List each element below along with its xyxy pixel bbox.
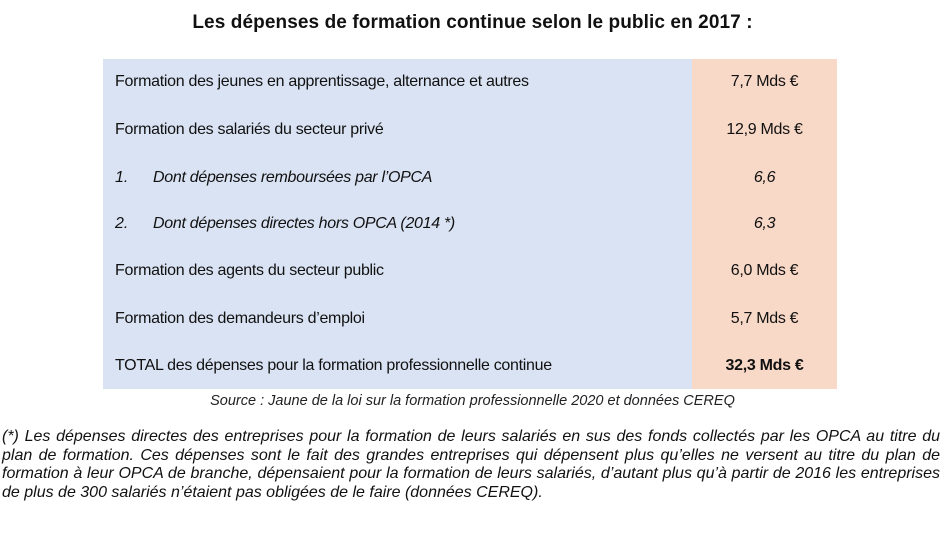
table-row-apprentissage: Formation des jeunes en apprentissage, a… [103, 67, 837, 97]
footnote: (*) Les dépenses directes des entreprise… [2, 428, 940, 501]
row-number: 1. [115, 169, 129, 186]
source-caption: Source : Jaune de la loi sur la formatio… [210, 393, 735, 409]
page-title: Les dépenses de formation continue selon… [192, 12, 753, 33]
value-column-background [692, 59, 837, 389]
row-value: 6,3 [753, 215, 776, 232]
row-value: 6,0 Mds € [730, 262, 799, 279]
row-label: Dont dépenses remboursées par l’OPCA [153, 169, 433, 186]
expenses-table: Formation des jeunes en apprentissage, a… [103, 59, 837, 389]
table-row-sub-opca: 1. Dont dépenses remboursées par l’OPCA … [103, 163, 837, 193]
table-row-sub-hors-opca: 2. Dont dépenses directes hors OPCA (201… [103, 209, 837, 239]
row-value: 12,9 Mds € [726, 121, 803, 138]
table-row-total: TOTAL des dépenses pour la formation pro… [103, 351, 837, 381]
row-label: TOTAL des dépenses pour la formation pro… [115, 357, 552, 374]
row-label: Formation des salariés du secteur privé [115, 121, 384, 138]
row-value: 7,7 Mds € [730, 73, 799, 90]
row-label: Dont dépenses directes hors OPCA (2014 *… [153, 215, 455, 232]
row-value: 6,6 [753, 169, 776, 186]
table-row-secteur-public: Formation des agents du secteur public 6… [103, 256, 837, 286]
row-value: 5,7 Mds € [730, 310, 799, 327]
label-column-background [103, 59, 692, 389]
row-label: Formation des agents du secteur public [115, 262, 384, 279]
row-label: Formation des demandeurs d’emploi [115, 310, 365, 327]
row-number: 2. [115, 215, 129, 232]
row-value: 32,3 Mds € [725, 357, 804, 374]
table-row-demandeurs-emploi: Formation des demandeurs d’emploi 5,7 Md… [103, 304, 837, 334]
row-label: Formation des jeunes en apprentissage, a… [115, 73, 529, 90]
table-row-salaries-prive: Formation des salariés du secteur privé … [103, 115, 837, 145]
